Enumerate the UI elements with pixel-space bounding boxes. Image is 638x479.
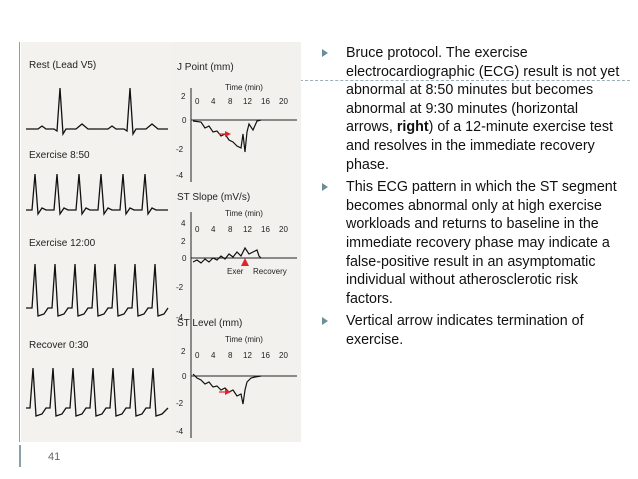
bullet-text: Bruce protocol. The exercise electrocard… [346,45,620,136]
x-tick: 12 [243,97,252,106]
left-divider [19,42,20,442]
x-tick: 20 [279,97,288,106]
bullet-list: Bruce protocol. The exercise electrocard… [320,44,625,354]
plot-st-level-chart: Time (min) 0 4 8 12 16 20 2 0 -2 -4 [176,335,297,438]
plot-title-st-level: ST Level (mm) [177,318,243,329]
ecg-trace-rest [26,87,168,137]
y-tick: -2 [176,283,184,292]
bullet-text: Vertical arrow indicates termination of … [346,313,584,348]
bullet-item: Bruce protocol. The exercise electrocard… [320,44,625,174]
x-tick: 16 [261,351,270,360]
x-tick: 8 [228,97,233,106]
bullet-text: ) of a 12-minute exercise test and resol… [346,119,613,173]
ecg-strips-column: Rest (Lead V5) Exercise 8:50 Exercise 12… [21,42,171,442]
bullet-arrow-icon [322,183,328,192]
y-tick: 2 [181,237,186,246]
bullet-arrow-icon [322,317,328,326]
phase-label-exercise: Exer [227,267,244,276]
bullet-item: This ECG pattern in which the ST segment… [320,178,625,308]
y-tick: -2 [176,399,184,408]
ecg-label-exercise-850: Exercise 8:50 [29,150,90,161]
x-tick: 12 [243,351,252,360]
top-divider [300,80,630,81]
trend-plots-column: J Point (mm) Time (min) 0 4 8 12 16 20 2… [173,42,301,442]
plot-j-point-chart: Time (min) 0 4 8 12 16 20 2 0 -2 -4 [176,83,297,182]
time-axis-label: Time (min) [225,335,263,344]
x-tick: 4 [211,97,216,106]
ecg-trace-exercise-1200 [26,263,169,317]
x-tick: 4 [211,225,216,234]
y-tick: 0 [182,116,187,125]
x-tick: 0 [195,225,200,234]
x-tick: 16 [261,97,270,106]
ecg-trace-recover-030 [26,367,169,417]
time-axis-label: Time (min) [225,209,263,218]
y-tick: 0 [182,254,187,263]
y-tick: -2 [176,145,184,154]
plot-st-slope-chart: Time (min) 0 4 8 12 16 20 4 2 0 -2 -4 Ex… [176,209,297,342]
bullet-arrow-icon [322,49,328,57]
bullet-bold-text: right [396,119,429,136]
phase-label-recovery: Recovery [253,267,287,276]
vertical-arrow-icon [241,258,249,266]
x-tick: 0 [195,351,200,360]
x-tick: 12 [243,225,252,234]
ecg-label-rest: Rest (Lead V5) [29,60,97,71]
y-tick: -4 [176,313,184,322]
ecg-label-recover-030: Recover 0:30 [29,340,89,351]
x-tick: 16 [261,225,270,234]
y-tick: 2 [181,347,186,356]
ecg-label-exercise-1200: Exercise 12:00 [29,238,96,249]
plot-title-st-slope: ST Slope (mV/s) [177,192,251,203]
bullet-text: This ECG pattern in which the ST segment… [346,179,617,307]
y-tick: 0 [182,372,187,381]
plot-title-j-point: J Point (mm) [177,62,234,73]
time-axis-label: Time (min) [225,83,263,92]
horizontal-arrow-icon [225,131,231,137]
x-tick: 20 [279,351,288,360]
ecg-figure: Rest (Lead V5) Exercise 8:50 Exercise 12… [21,42,301,442]
y-tick: 4 [181,219,186,228]
x-tick: 8 [228,351,233,360]
footer-rule [19,445,21,467]
ecg-trace-exercise-850 [26,173,168,216]
x-tick: 8 [228,225,233,234]
bullet-item: Vertical arrow indicates termination of … [320,312,625,349]
y-tick: -4 [176,427,184,436]
page-number: 41 [48,451,61,463]
horizontal-arrow-icon [225,389,231,395]
y-tick: -4 [176,171,184,180]
y-tick: 2 [181,92,186,101]
x-tick: 20 [279,225,288,234]
x-tick: 4 [211,351,216,360]
x-tick: 0 [195,97,200,106]
